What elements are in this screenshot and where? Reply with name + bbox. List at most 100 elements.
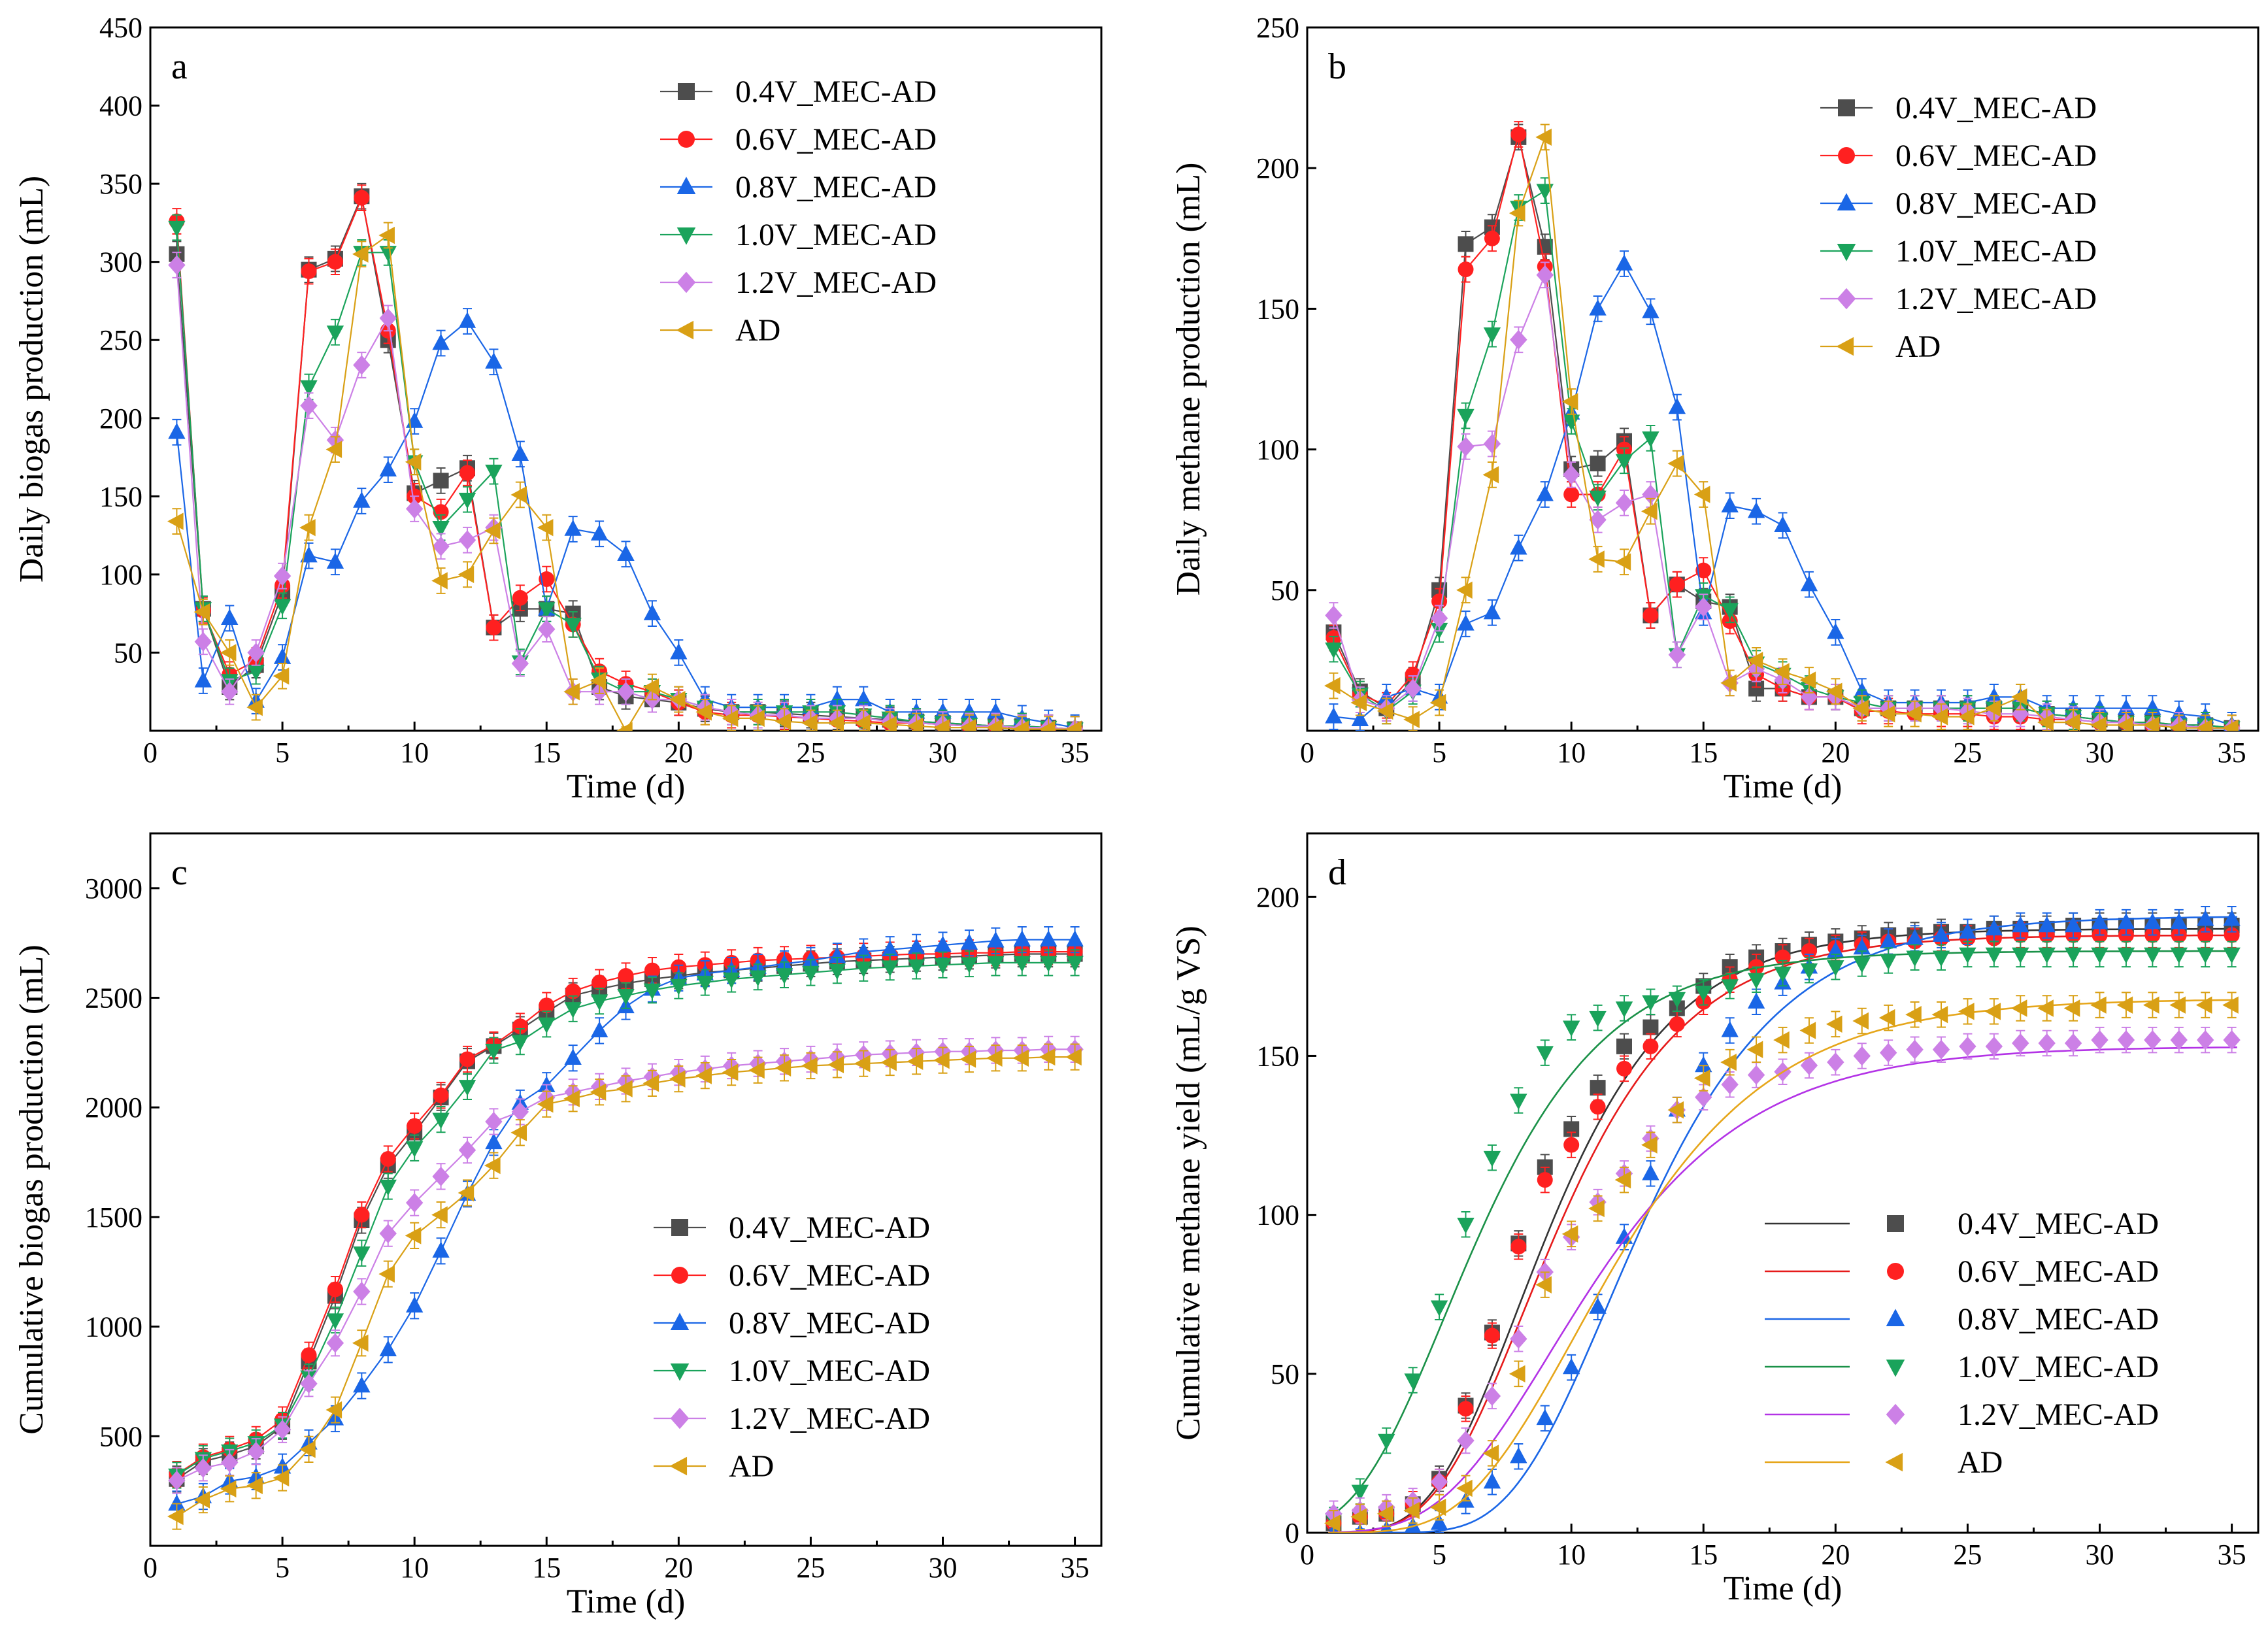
x-tick-label: 0 [1300,737,1314,769]
data-point [378,226,395,244]
x-axis-label: Time (d) [1724,768,1843,805]
data-point [510,486,527,504]
data-point [722,1063,739,1081]
data-point [1695,985,1712,1002]
data-point [1747,1065,1765,1085]
data-point [1589,299,1607,316]
legend: 0.4V_MEC-AD 0.6V_MEC-AD 0.8V_MEC-AD 1.0V_ME… [660,75,937,348]
legend-item: 0.4V_MEC-AD [660,75,937,109]
data-point [168,255,186,275]
x-tick-label: 35 [2218,1539,2246,1571]
x-tick-label: 15 [1689,1539,1718,1571]
x-tick-label: 10 [400,1552,429,1584]
data-point [1457,437,1475,457]
data-point [2012,916,2029,933]
data-point [458,312,476,328]
data-point [1589,490,1607,507]
data-point [1905,1006,1922,1024]
data-point [485,464,503,481]
data-point [1878,705,1895,723]
data-point [1642,484,1659,505]
legend-label: 0.4V_MEC-AD [729,1211,930,1245]
panel-letter: b [1328,46,1346,87]
data-point [458,530,476,550]
legend-item: AD [1820,329,1941,364]
data-point [1720,674,1737,692]
data-point [1588,1199,1605,1218]
legend-label: 0.6V_MEC-AD [729,1258,930,1293]
x-tick-label: 15 [1689,737,1718,769]
legend-item: 1.0V_MEC-AD [1820,234,2097,269]
x-tick-label: 10 [1557,1539,1586,1571]
data-point [1535,128,1552,146]
series-line [176,234,1075,731]
data-point [1561,1225,1578,1243]
data-point [1457,1218,1475,1234]
data-point [432,520,450,537]
data-point [670,978,688,995]
legend-marker [678,131,695,148]
series-line [176,961,1075,1476]
data-point [722,709,739,727]
legend-label: 0.6V_MEC-AD [1895,139,2097,173]
data-point [907,1052,924,1070]
data-point [1589,510,1607,530]
data-point [1642,1164,1659,1180]
data-point [2064,947,2082,964]
x-tick-label: 10 [1557,737,1586,769]
data-point [1458,261,1474,278]
y-tick-label: 500 [99,1420,142,1452]
data-point [433,473,449,489]
panel-b: 0 5 10 15 20 25 30 35 50 100 150 200 250 Time (d) Dail… [1170,12,2260,805]
x-tick-label: 0 [143,1552,158,1584]
data-point [1669,577,1685,593]
plot-frame [1306,832,2260,1534]
data-point [300,380,318,397]
data-point [221,682,239,702]
data-point [960,957,978,973]
data-point [1774,516,1792,533]
data-point [1484,1328,1500,1344]
legend-marker [1886,1359,1905,1377]
data-point [354,1207,370,1223]
data-point [1643,1019,1659,1035]
y-tick-label: 2500 [85,982,142,1014]
data-point [1906,929,1924,945]
data-point [484,522,501,540]
data-point [644,962,660,978]
data-point [352,245,369,263]
data-point [1721,979,1739,995]
data-point [1483,327,1501,344]
legend-item: AD [660,313,780,348]
series-0.6V_MEC-AD [169,184,1083,731]
data-point [616,1080,633,1097]
x-axis-label: Time (d) [567,768,686,805]
data-point [1457,614,1475,631]
x-tick-label: 35 [1061,1552,1090,1584]
data-point [1773,1031,1790,1049]
data-point [1483,1472,1501,1489]
data-point [828,963,846,980]
data-point [1616,1038,1632,1054]
data-point [194,631,212,652]
data-point [881,960,899,977]
fit-curve [1328,1046,2237,1533]
legend-marker [676,271,696,293]
x-tick-label: 0 [1300,1539,1314,1571]
y-tick-label: 350 [99,168,142,200]
data-point [1878,1009,1895,1027]
y-tick-label: 200 [1256,881,1299,913]
data-point [617,682,635,702]
series-line [176,227,1075,730]
data-point [405,1227,422,1245]
data-point [855,942,873,959]
data-point [2010,688,2027,706]
legend-item: 1.2V_MEC-AD [1765,1397,2159,1432]
data-point [1614,1171,1631,1189]
data-point [802,965,820,982]
plot-frame [1306,26,2260,732]
data-point [1747,992,1765,1009]
legend-marker [676,176,696,195]
data-point [1039,956,1058,973]
data-point [748,1061,765,1079]
